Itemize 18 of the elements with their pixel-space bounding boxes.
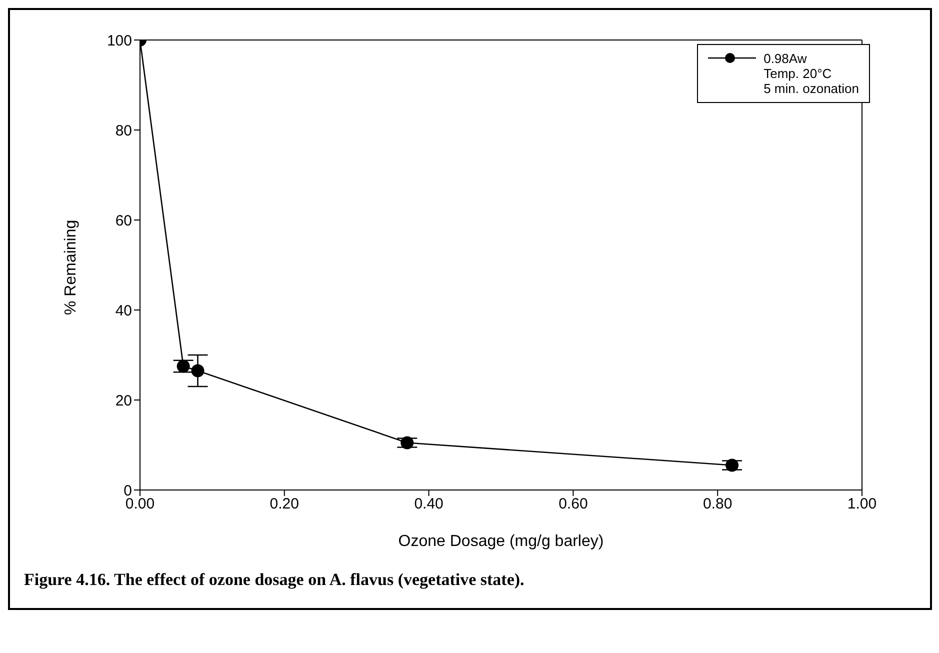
y-tick-label: 40	[115, 302, 132, 320]
x-tick-label: 0.80	[703, 496, 732, 513]
y-axis-title: % Remaining	[62, 220, 80, 315]
point	[176, 360, 190, 373]
x-axis-title: Ozone Dosage (mg/g barley)	[398, 533, 604, 550]
x-tick-label: 0.40	[414, 496, 444, 513]
x-tick-label: 0.20	[270, 496, 299, 513]
point	[726, 458, 739, 472]
y-tick-label: 80	[115, 122, 132, 140]
y-tick-label: 60	[115, 212, 132, 230]
caption: Figure 4.16. The effect of ozone dosage on A. flavus (vegetative state).	[23, 570, 526, 591]
x-tick-label: 1.00	[847, 496, 877, 513]
x-tick-label: 0.60	[558, 496, 588, 513]
y-tick-label: 100	[106, 32, 132, 50]
y-tick-label: 20	[115, 392, 132, 410]
point	[400, 436, 414, 450]
point	[191, 364, 204, 378]
legend-label: 0.98Aw Temp. 20°C 5 min. ozonation	[764, 51, 859, 96]
